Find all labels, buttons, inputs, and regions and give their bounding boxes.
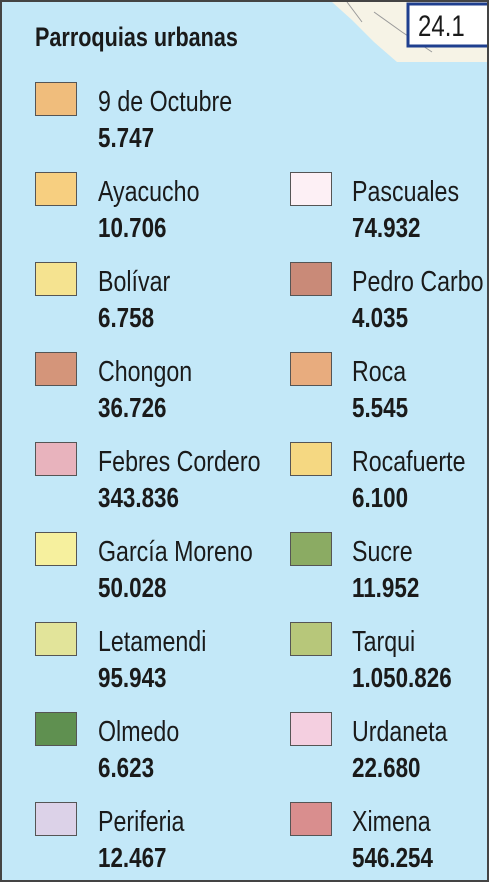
legend-label: Sucre [352, 536, 413, 568]
legend-label: Periferia [98, 806, 185, 838]
color-swatch [35, 532, 77, 566]
color-swatch [290, 262, 332, 296]
legend-label: Tarqui [352, 626, 416, 658]
legend-value: 5.545 [352, 392, 409, 423]
legend-value: 6.623 [98, 752, 155, 783]
legend-value: 10.706 [98, 212, 167, 243]
legend-value: 95.943 [98, 662, 167, 693]
legend-label: Roca [352, 356, 407, 388]
legend-label: García Moreno [98, 536, 253, 568]
color-swatch [290, 172, 332, 206]
color-swatch [290, 802, 332, 836]
legend-value: 11.952 [352, 572, 420, 603]
color-swatch [35, 622, 77, 656]
legend-value: 12.467 [98, 842, 167, 873]
legend-label: Letamendi [98, 626, 207, 658]
legend-label: Bolívar [98, 266, 171, 298]
legend-label: Pascuales [352, 176, 460, 208]
map-fragment [332, 2, 487, 62]
color-swatch [290, 712, 332, 746]
color-swatch [35, 172, 77, 206]
legend-label: Febres Cordero [98, 446, 261, 478]
legend-label: Olmedo [98, 716, 180, 748]
legend-title: Parroquias urbanas [35, 22, 238, 52]
legend-value: 4.035 [352, 302, 409, 333]
color-swatch [35, 262, 77, 296]
legend-value: 50.028 [98, 572, 167, 603]
color-swatch [290, 352, 332, 386]
legend-value: 1.050.826 [352, 662, 452, 693]
legend-label: 9 de Octubre [98, 86, 233, 118]
legend-label: Ayacucho [98, 176, 200, 208]
legend-value: 74.932 [352, 212, 421, 243]
legend-label: Chongon [98, 356, 193, 388]
legend-value: 36.726 [98, 392, 167, 423]
legend-value: 6.758 [98, 302, 155, 333]
legend-value: 546.254 [352, 842, 433, 873]
color-swatch [290, 622, 332, 656]
color-swatch [35, 712, 77, 746]
legend-label: Ximena [352, 806, 431, 838]
legend-value: 22.680 [352, 752, 421, 783]
map-label: 24.1 [418, 10, 465, 43]
color-swatch [290, 442, 332, 476]
color-swatch [35, 82, 77, 116]
legend-label: Urdaneta [352, 716, 448, 748]
color-swatch [35, 442, 77, 476]
legend-value: 6.100 [352, 482, 409, 513]
color-swatch [35, 802, 77, 836]
color-swatch [290, 532, 332, 566]
legend-value: 343.836 [98, 482, 179, 513]
label-box [406, 2, 487, 48]
legend-value: 5.747 [98, 122, 155, 153]
legend-label: Pedro Carbo [352, 266, 484, 298]
legend-label: Rocafuerte [352, 446, 466, 478]
color-swatch [35, 352, 77, 386]
